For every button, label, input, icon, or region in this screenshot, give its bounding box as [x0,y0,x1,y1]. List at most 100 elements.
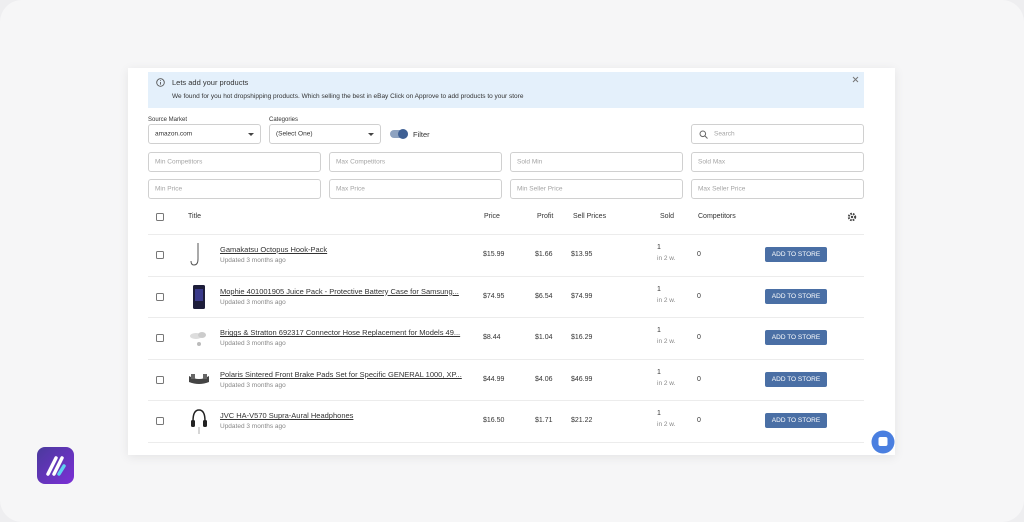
select-value: amazon.com [155,130,193,138]
column-header: Title [188,213,201,220]
info-banner: Lets add your products We found for you … [148,72,864,108]
sold-period: in 2 w. [657,379,676,387]
table-header [148,207,864,227]
add-to-store-button[interactable]: ADD TO STORE [765,247,827,262]
competitors: 0 [697,251,701,258]
column-header: Price [484,213,500,220]
competitors: 0 [697,375,701,383]
sold-period: in 2 w. [657,255,676,262]
product-title[interactable]: Polaris Sintered Front Brake Pads Set fo… [220,369,462,379]
sold: 1 [657,244,661,251]
close-button[interactable] [851,75,860,84]
product-title[interactable]: Mophie 401001905 Juice Pack - Protective… [220,286,459,296]
add-to-store-button[interactable]: ADD TO STORE [765,330,827,346]
source-market-label: Source Market [148,117,188,123]
categories-label: Categories [269,117,299,123]
table-row: Polaris Sintered Front Brake Pads Set fo… [148,358,864,401]
row-checkbox[interactable] [156,334,164,343]
table-row [148,442,864,455]
row-checkbox[interactable] [156,375,164,384]
input-placeholder: Max Seller Price [698,185,746,193]
updated-text: Updated 3 months ago [220,381,286,389]
updated-text: Updated 3 months ago [220,340,286,348]
competitors: 0 [697,417,701,425]
input-placeholder: Min Seller Price [517,185,563,193]
price: $44.99 [483,375,505,383]
filter-input[interactable]: Min Seller Price [510,179,683,199]
profit: $1.71 [535,417,553,425]
profit: $1.66 [535,251,553,258]
row-checkbox[interactable] [156,251,164,259]
dropdown-arrow [248,133,254,136]
source-market-select[interactable]: amazon.com [148,124,261,144]
competitors: 0 [697,334,701,342]
column-header: Competitors [698,213,736,220]
filter-input[interactable]: Min Price [148,179,321,199]
table-row: Mophie 401001905 Juice Pack - Protective… [148,275,864,318]
input-placeholder: Min Price [155,185,183,193]
competitors: 0 [697,292,701,300]
sell-price: $13.95 [571,251,593,258]
profit: $1.04 [535,334,553,342]
dropdown-arrow [368,133,374,136]
sold-period: in 2 w. [657,296,676,304]
profit: $4.06 [535,375,553,383]
banner-text: We found for you hot dropshipping produc… [172,93,524,100]
filter-input[interactable]: Max Seller Price [691,179,864,199]
input-placeholder: Max Price [336,185,365,193]
search-placeholder: Search [714,130,735,138]
categories-select[interactable]: (Select One) [269,124,381,144]
product-title[interactable]: Briggs & Stratton 692317 Connector Hose … [220,328,461,338]
sell-price: $16.29 [571,334,593,342]
row-checkbox[interactable] [156,417,164,426]
add-to-store-button[interactable]: ADD TO STORE [765,413,827,429]
app-logo [37,447,74,484]
sell-price: $21.22 [571,417,593,425]
product-title[interactable]: Gamakatsu Octopus Hook-Pack [220,245,328,254]
row-checkbox[interactable] [156,292,164,301]
updated-text: Updated 3 months ago [220,423,286,431]
table-row: Gamakatsu Octopus Hook-Pack Updated 3 mon… [148,234,864,276]
settings-icon[interactable] [847,212,857,222]
add-to-store-button[interactable]: ADD TO STORE [765,371,827,387]
filter-input[interactable]: Min Competitors [148,152,321,172]
input-placeholder: Sold Min [517,158,543,166]
sold-period: in 2 w. [657,338,676,346]
info-icon [156,78,165,87]
product-title[interactable]: JVC HA-V570 Supra-Aural Headphones [220,411,354,421]
filter-toggle[interactable] [389,128,409,140]
column-header: Sell Prices [573,213,607,220]
product-thumbnail [189,373,209,384]
table-row: JVC HA-V570 Supra-Aural Headphones Update… [148,400,864,442]
table-row: Briggs & Stratton 692317 Connector Hose … [148,317,864,359]
toggle-label: Filter [413,130,430,139]
filter-input[interactable]: Max Price [329,179,502,199]
sold: 1 [657,327,661,335]
products-panel: Lets add your products We found for you … [128,68,895,455]
updated-text: Updated 3 months ago [220,298,286,306]
column-header: Sold [660,213,675,220]
product-thumbnail [190,243,199,266]
product-thumbnail [193,284,205,309]
search-input[interactable]: Search [691,124,864,144]
sold: 1 [657,368,661,376]
filter-input[interactable]: Sold Min [510,152,683,172]
banner-title: Lets add your products [172,78,249,87]
chat-button[interactable] [871,430,895,454]
input-placeholder: Max Competitors [336,158,386,166]
filter-input[interactable]: Max Competitors [329,152,502,172]
price: $15.99 [483,251,505,258]
search-icon [699,130,708,139]
select-all-checkbox[interactable] [156,213,164,221]
filter-input[interactable]: Sold Max [691,152,864,172]
product-thumbnail [191,409,207,435]
add-to-store-button[interactable]: ADD TO STORE [765,288,827,304]
sell-price: $74.99 [571,292,593,300]
price: $8.44 [483,334,501,342]
updated-text: Updated 3 months ago [220,257,286,264]
profit: $6.54 [535,292,553,300]
select-value: (Select One) [276,130,313,138]
sold: 1 [657,410,661,418]
input-placeholder: Sold Max [698,158,726,166]
